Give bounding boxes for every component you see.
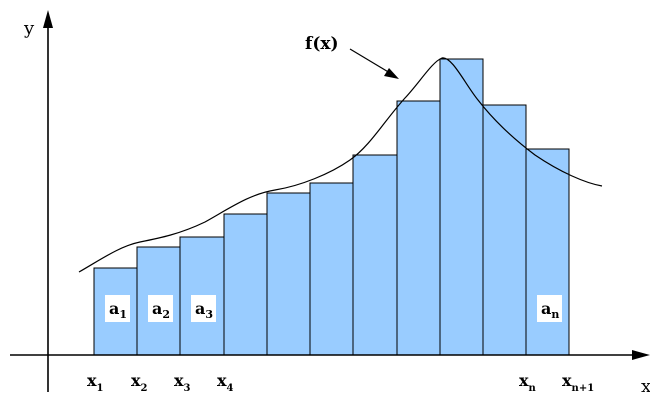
curve-label-pointer-head bbox=[384, 68, 399, 79]
bar-9 bbox=[439, 58, 484, 356]
area-label-1: a1 bbox=[109, 299, 127, 321]
bar-8 bbox=[396, 100, 441, 356]
y-axis-label: y bbox=[23, 18, 35, 39]
area-box-2 bbox=[148, 295, 173, 322]
bar-10 bbox=[482, 104, 527, 356]
area-label-2: a2 bbox=[152, 299, 170, 321]
bar-7 bbox=[352, 154, 398, 356]
x-tick-label-4: x4 bbox=[217, 371, 234, 394]
axes bbox=[10, 10, 650, 392]
area-label-n: an bbox=[541, 299, 559, 321]
x-axis-arrowhead bbox=[632, 350, 650, 360]
bar-5 bbox=[266, 192, 311, 356]
bar-6 bbox=[309, 182, 354, 356]
x-tick-label-2: x2 bbox=[131, 371, 148, 394]
function-curve bbox=[78, 57, 603, 273]
area-label-boxes bbox=[105, 295, 562, 322]
x-tick-label-3: x3 bbox=[174, 371, 191, 394]
bar-4 bbox=[223, 213, 268, 356]
area-label-3: a3 bbox=[195, 299, 213, 321]
x-tick-label-n: xn bbox=[519, 371, 537, 394]
y-axis-arrowhead bbox=[43, 10, 53, 28]
x-axis-label: x bbox=[641, 376, 650, 396]
x-tick-label-1: x1 bbox=[87, 371, 104, 394]
bar-11 bbox=[525, 148, 570, 356]
x-tick-label-n-plus-1: xn+1 bbox=[562, 371, 594, 394]
area-box-3 bbox=[191, 295, 216, 322]
curve-label-pointer bbox=[349, 48, 391, 74]
area-box-1 bbox=[105, 295, 130, 322]
area-box-n bbox=[537, 295, 562, 322]
curve-label: f(x) bbox=[305, 34, 339, 54]
riemann-bars bbox=[93, 58, 570, 356]
